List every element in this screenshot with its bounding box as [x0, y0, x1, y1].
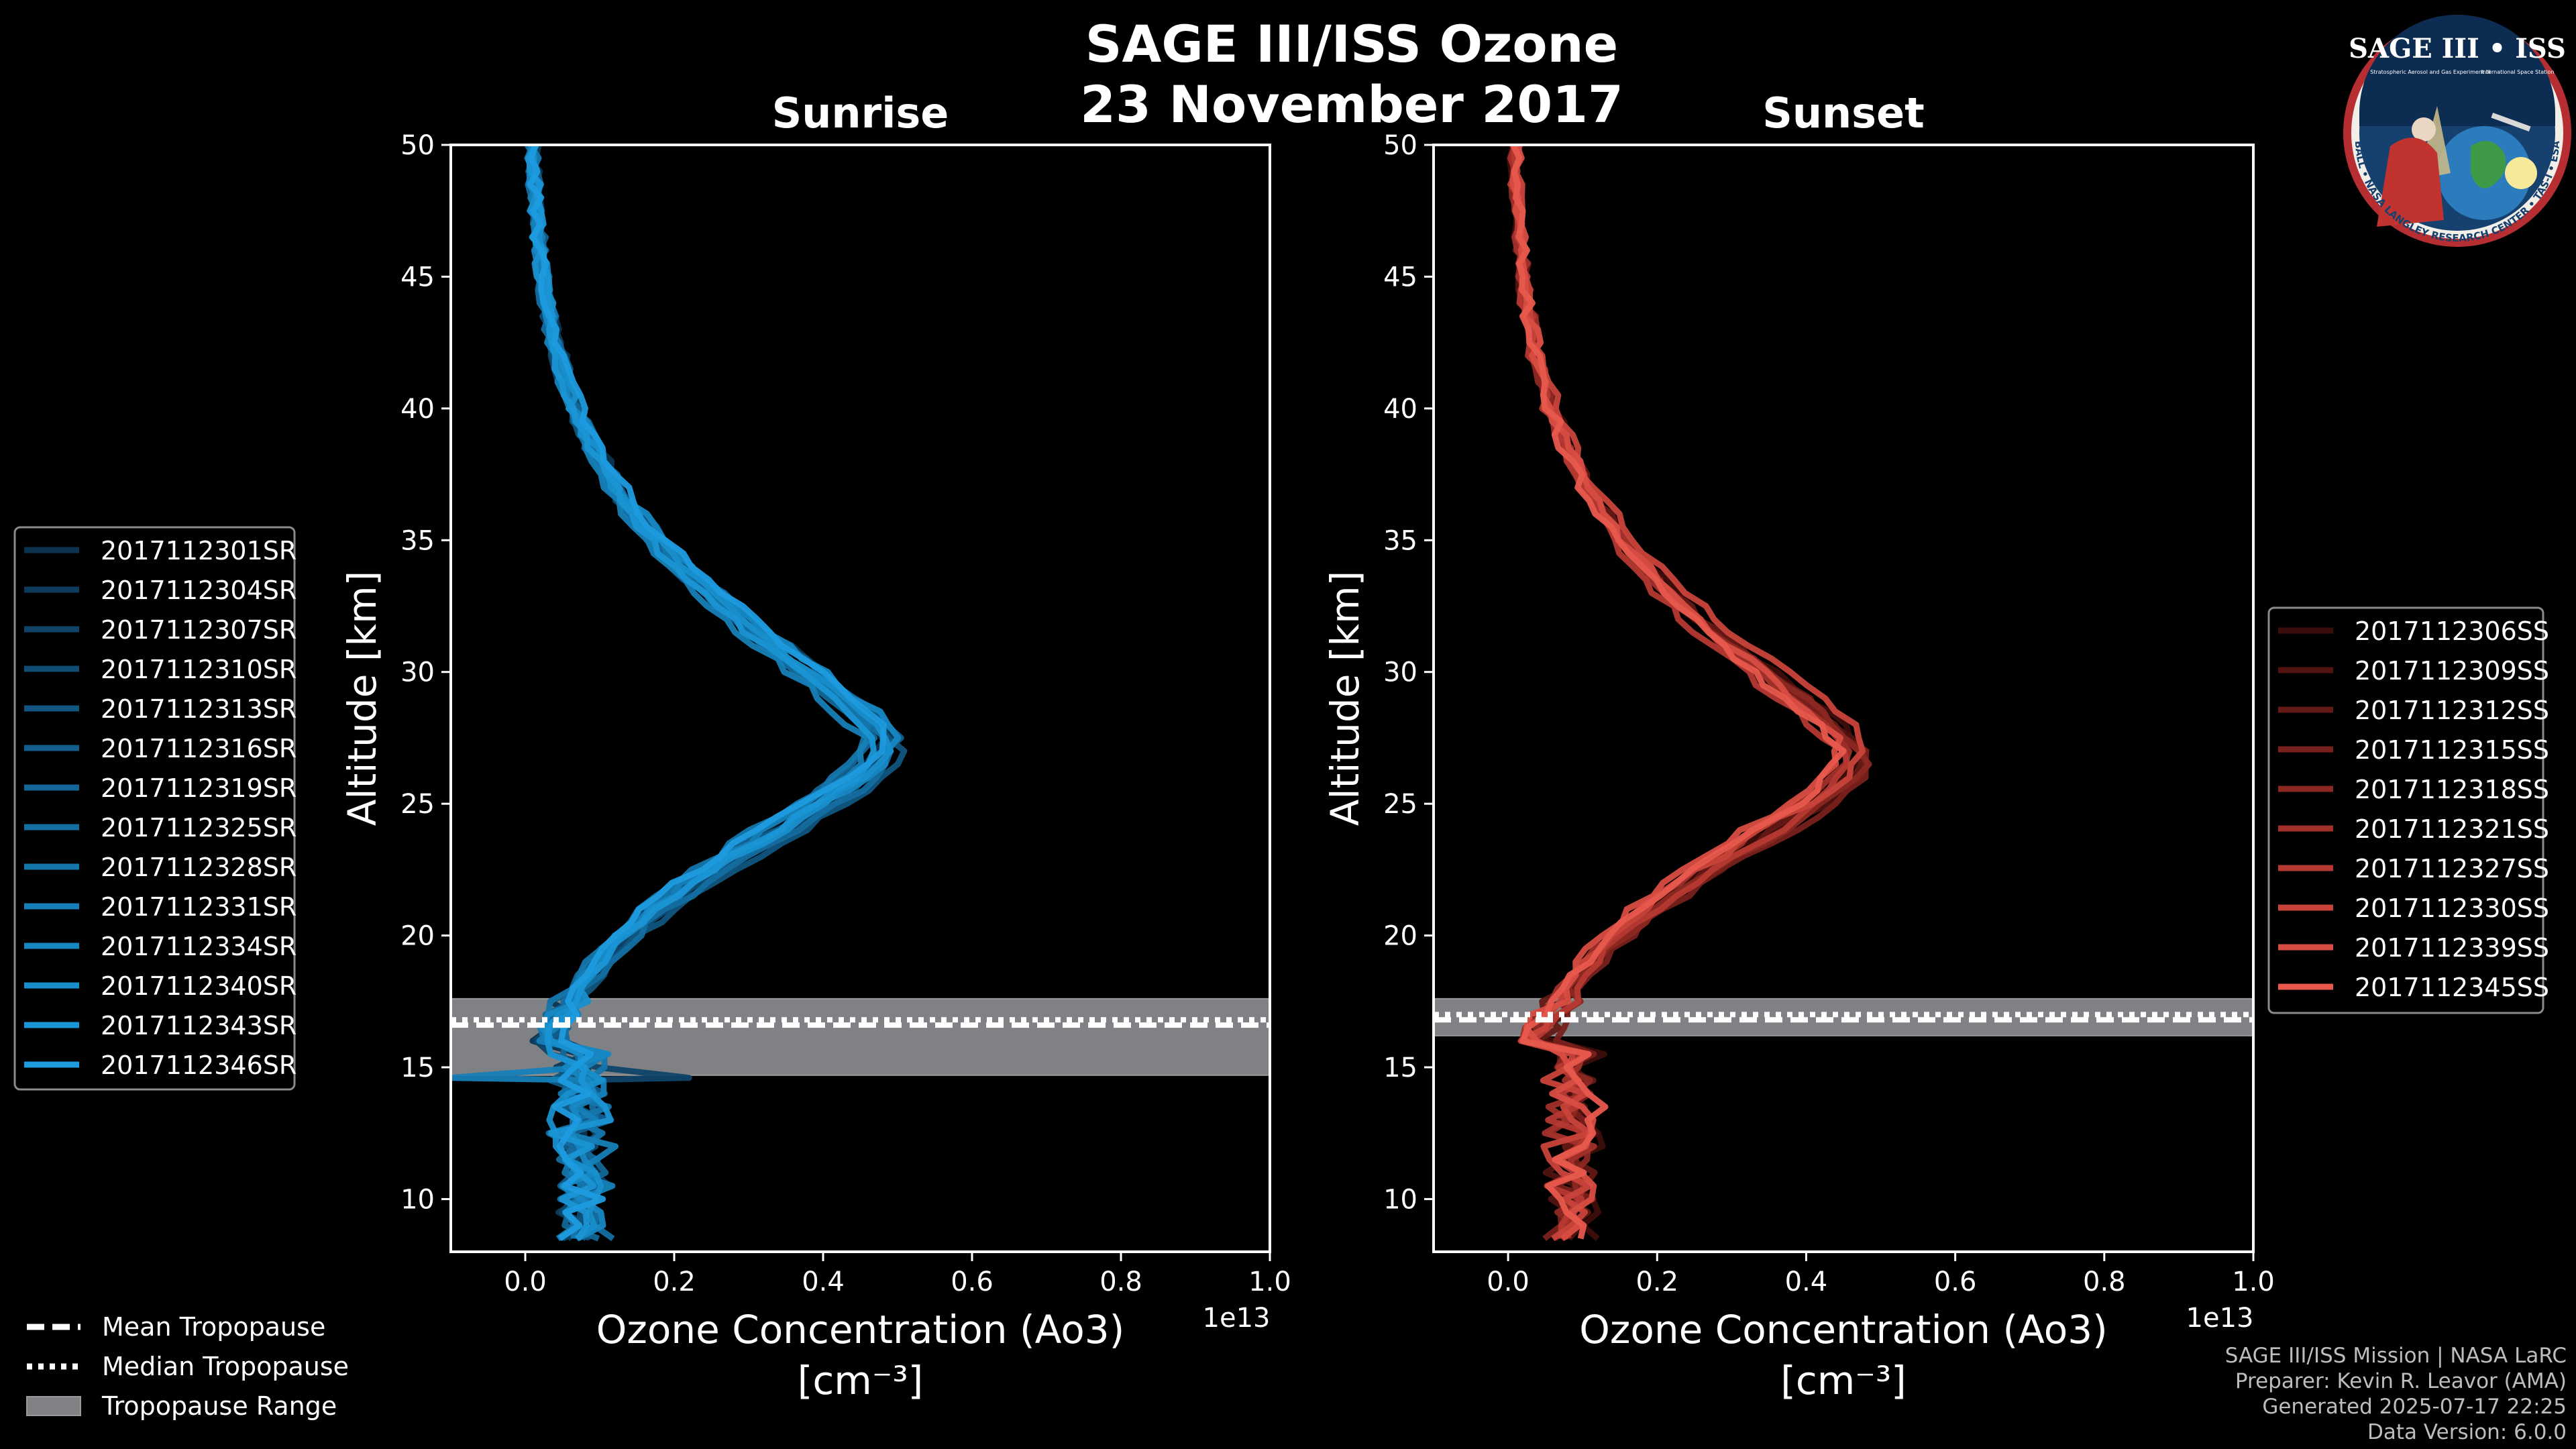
ozone-profiles	[1506, 145, 1872, 1242]
panel-title: Sunset	[1762, 89, 1925, 138]
profile-line-2017112343SR	[525, 145, 877, 1240]
figure-title-line2: 23 November 2017	[1080, 74, 1623, 134]
legend-label: 2017112346SR	[101, 1051, 297, 1080]
legend-label: 2017112306SS	[2355, 616, 2549, 646]
y-tick-label: 10	[1383, 1184, 1417, 1215]
profile-line-2017112339SS	[1509, 145, 1843, 1241]
y-tick-label: 20	[1383, 921, 1417, 952]
sage-iii-iss-logo: SAGE III • ISS Stratospheric Aerosol and…	[2343, 15, 2571, 247]
legend-label: 2017112325SR	[101, 813, 297, 843]
y-tick-label: 35	[400, 525, 435, 556]
y-tick-label: 50	[400, 130, 435, 161]
legend-label: 2017112328SR	[101, 853, 297, 882]
logo-subtitle-right: International Space Station	[2481, 69, 2555, 75]
panel-title: Sunrise	[772, 89, 949, 138]
footer-mission: SAGE III/ISS Mission | NASA LaRC	[2224, 1344, 2567, 1368]
legend-label: 2017112343SR	[101, 1011, 297, 1040]
legend-label: 2017112327SS	[2355, 854, 2549, 883]
legend-label: 2017112309SS	[2355, 656, 2549, 686]
x-tick-label: 1.0	[1248, 1267, 1291, 1297]
y-tick-label: 25	[1383, 789, 1417, 820]
x-tick-label: 0.4	[1785, 1267, 1828, 1297]
legend-label: 2017112340SR	[101, 971, 297, 1001]
tropopause-range-label: Tropopause Range	[101, 1391, 337, 1421]
legend-label: 2017112312SS	[2355, 696, 2549, 725]
median-tropopause-label: Median Tropopause	[102, 1352, 349, 1381]
y-tick-label: 50	[1383, 130, 1417, 161]
y-tick-label: 20	[400, 921, 435, 952]
tropopause-legend: Mean Tropopause Median Tropopause Tropop…	[26, 1312, 349, 1421]
x-tick-label: 0.0	[1487, 1267, 1529, 1297]
y-tick-label: 40	[400, 394, 435, 425]
y-axis-label: Altitude [km]	[1322, 571, 1368, 826]
sunset-panel: 0.0 0.2 0.4 0.6 0.8 1.0 10 15 20 25 30 35 40 45 50 1e13…	[1322, 89, 2275, 1403]
x-offset-label: 1e13	[1203, 1303, 1271, 1334]
legend-label: 2017112301SR	[101, 536, 297, 566]
x-tick-label: 0.0	[504, 1267, 547, 1297]
axes-frame	[449, 144, 1271, 1253]
y-tick-label: 35	[1383, 525, 1417, 556]
x-tick-label: 0.8	[2083, 1267, 2126, 1297]
y-tick-label: 30	[400, 657, 435, 688]
legend-label: 2017112321SS	[2355, 814, 2549, 844]
legend-label: 2017112307SR	[101, 615, 297, 645]
x-axis-unit: [cm⁻³]	[798, 1358, 924, 1403]
legend-label: 2017112318SS	[2355, 775, 2549, 804]
x-tick-label: 0.4	[802, 1267, 845, 1297]
sunrise-legend: 2017112301SR 2017112304SR 2017112307SR 2017…	[13, 526, 297, 1091]
footer-preparer: Preparer: Kevin R. Leavor (AMA)	[2235, 1369, 2567, 1393]
y-tick-label: 45	[400, 262, 435, 292]
ozone-profiles	[451, 145, 908, 1242]
profile-line-2017112309SS	[1509, 145, 1865, 1241]
logo-name: SAGE III • ISS	[2349, 33, 2566, 64]
legend-label: 2017112331SR	[101, 892, 297, 922]
x-tick-label: 0.6	[1934, 1267, 1977, 1297]
x-tick-label: 0.2	[1635, 1267, 1678, 1297]
legend-label: 2017112316SR	[101, 734, 297, 763]
y-tick-label: 45	[1383, 262, 1417, 292]
x-tick-label: 0.6	[951, 1267, 994, 1297]
x-axis-label: Ozone Concentration (Ao3)	[596, 1307, 1125, 1352]
x-axis-label: Ozone Concentration (Ao3)	[1579, 1307, 2108, 1352]
y-tick-label: 30	[1383, 657, 1417, 688]
footer-generated: Generated 2025-07-17 22:25	[2262, 1395, 2567, 1419]
x-offset-label: 1e13	[2186, 1303, 2254, 1334]
x-tick-label: 1.0	[2232, 1267, 2275, 1297]
y-tick-label: 10	[400, 1184, 435, 1215]
legend-box	[2267, 606, 2544, 1014]
y-tick-label: 40	[1383, 394, 1417, 425]
mean-tropopause-label: Mean Tropopause	[102, 1312, 325, 1342]
profile-line-2017112345SS	[1510, 145, 1847, 1240]
footer-data-version: Data Version: 6.0.0	[2367, 1420, 2567, 1444]
footer-credits: SAGE III/ISS Mission | NASA LaRC Prepare…	[2225, 1343, 2567, 1445]
legend-label: 2017112334SR	[101, 932, 297, 961]
legend-label: 2017112345SS	[2355, 973, 2549, 1002]
y-tick-label: 15	[1383, 1053, 1417, 1083]
y-tick-label: 25	[400, 789, 435, 820]
figure-title-line1: SAGE III/ISS Ozone	[1085, 14, 1618, 74]
legend-label: 2017112330SS	[2355, 894, 2549, 923]
legend-label: 2017112304SR	[101, 576, 297, 605]
legend-label: 2017112313SR	[101, 694, 297, 724]
x-axis-unit: [cm⁻³]	[1780, 1358, 1907, 1403]
y-axis-label: Altitude [km]	[339, 571, 385, 826]
y-tick-label: 15	[400, 1053, 435, 1083]
profile-line-2017112346SR	[527, 145, 887, 1242]
legend-label: 2017112319SR	[101, 773, 297, 803]
logo-subtitle-left: Stratospheric Aerosol and Gas Experiment…	[2370, 69, 2490, 75]
legend-box	[13, 526, 296, 1091]
legend-label: 2017112339SS	[2355, 933, 2549, 963]
axes-frame	[1432, 144, 2255, 1253]
x-tick-label: 0.8	[1099, 1267, 1142, 1297]
legend-label: 2017112315SS	[2355, 735, 2549, 765]
sunrise-panel: 0.0 0.2 0.4 0.6 0.8 1.0 10 15 20 25 30 35 40 45 50 1e13…	[339, 89, 1291, 1403]
legend-label: 2017112310SR	[101, 655, 297, 684]
x-tick-label: 0.2	[653, 1267, 696, 1297]
tropopause-range-swatch	[26, 1396, 81, 1416]
sunset-legend: 2017112306SS 2017112309SS 2017112312SS 2017…	[2267, 606, 2549, 1014]
